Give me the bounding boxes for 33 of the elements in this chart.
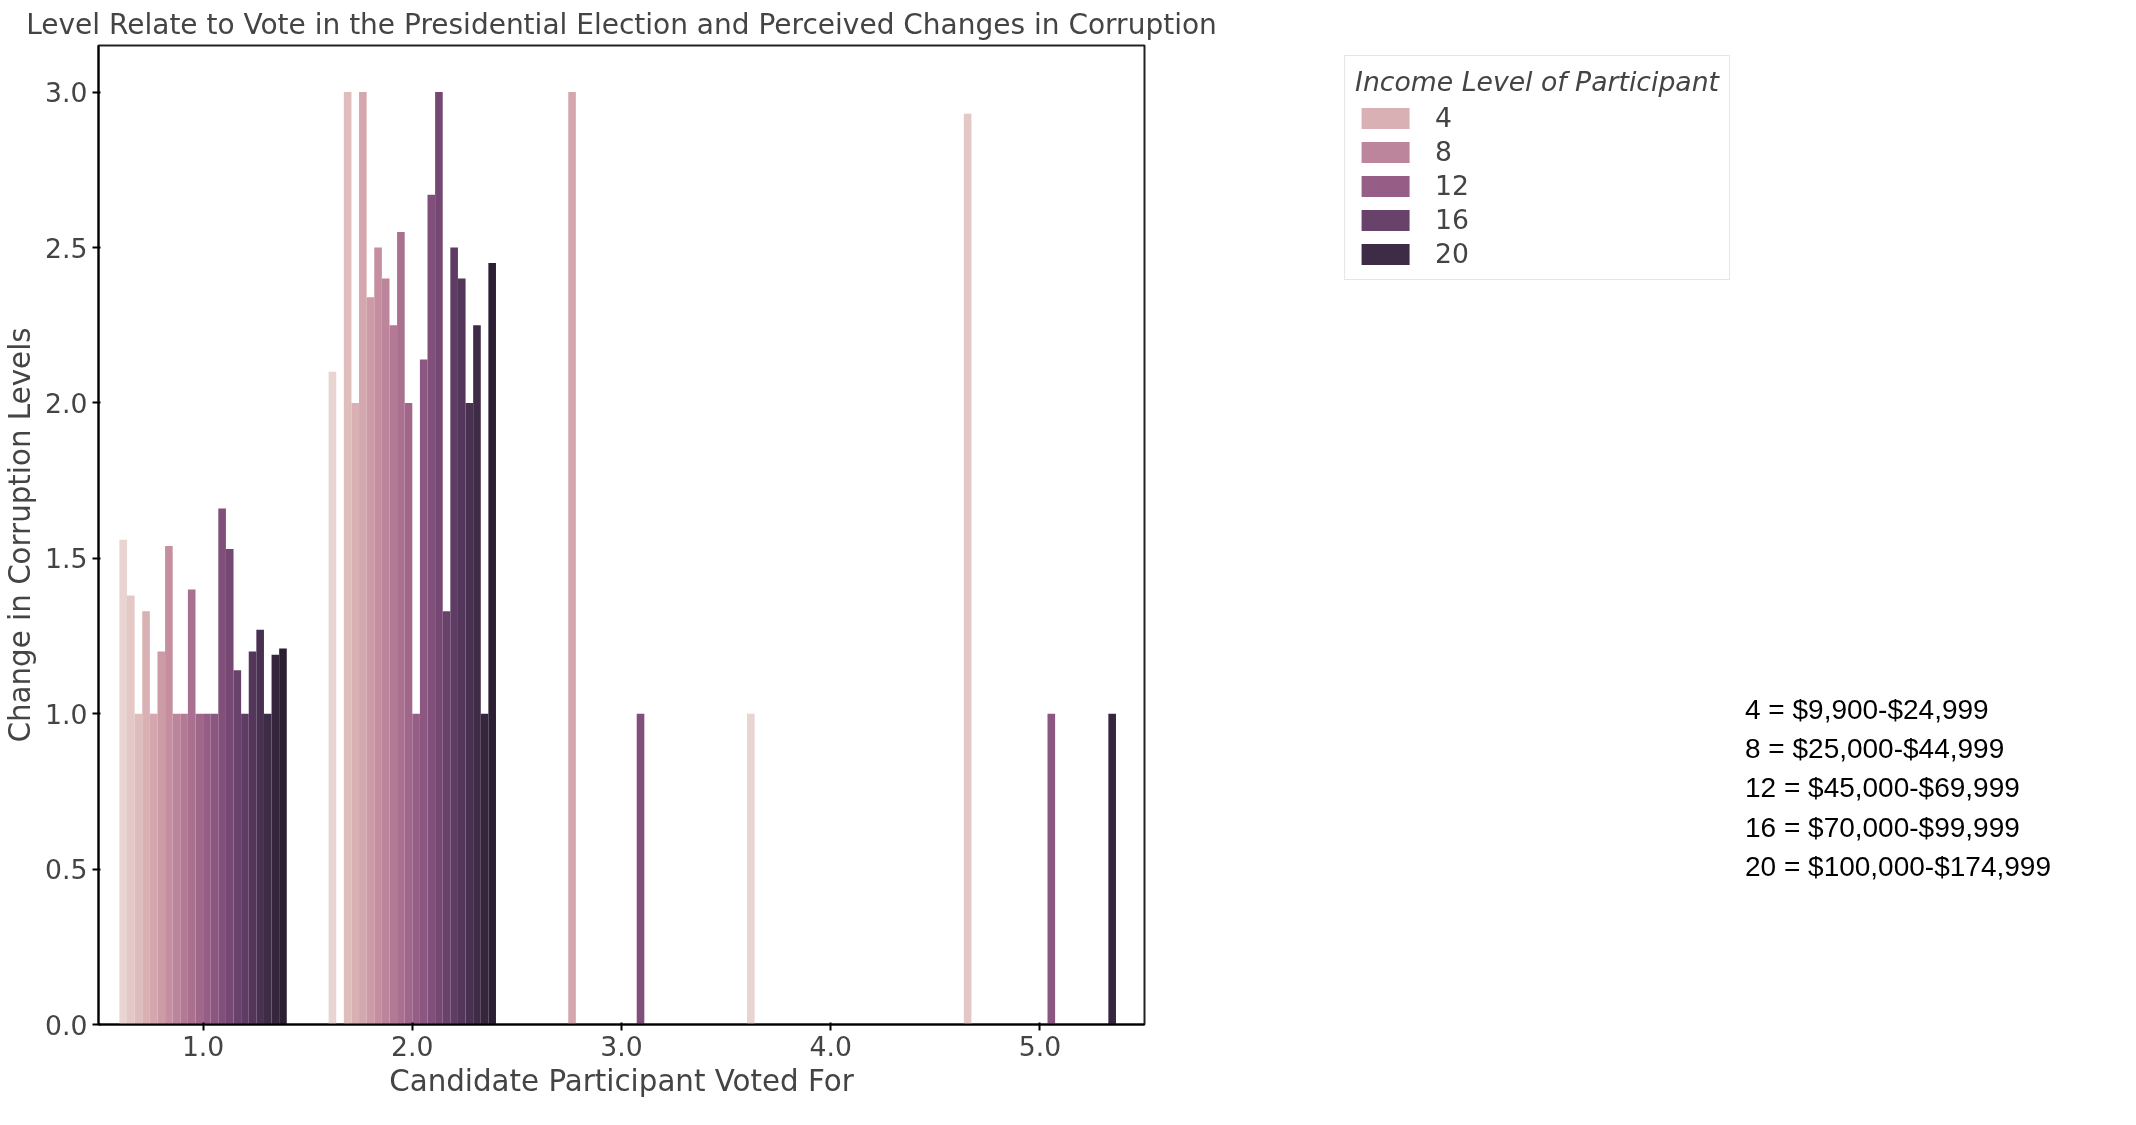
bar bbox=[636, 713, 645, 1025]
bar bbox=[1108, 713, 1116, 1025]
y-tick-label: 0.5 bbox=[45, 854, 88, 886]
x-tick-label: 2.0 bbox=[391, 1030, 434, 1062]
chart-title: Level Relate to Vote in the Presidential Election and Perceived Changes in Corruption bbox=[26, 7, 1217, 41]
x-tick-label: 5.0 bbox=[1018, 1030, 1062, 1062]
legend-label: 20 bbox=[1435, 238, 1469, 269]
x-axis-title: Candidate Participant Voted For bbox=[389, 1063, 855, 1098]
text: 4 = $9,900-$24,999 bbox=[1745, 694, 1989, 725]
text: 12 = $45,000-$69,999 bbox=[1745, 772, 2020, 804]
text: 8 = $25,000-$44,999 bbox=[1745, 733, 2005, 765]
y-axis-title: Change in Corruption Levels bbox=[3, 327, 38, 743]
x-tick-label: 4.0 bbox=[809, 1030, 852, 1062]
legend-label: 12 bbox=[1435, 170, 1469, 201]
y-tick-label: 3.0 bbox=[45, 77, 88, 109]
legend-label: 8 bbox=[1435, 136, 1454, 167]
bar bbox=[568, 92, 576, 1025]
x-tick-label: 3.0 bbox=[600, 1030, 643, 1062]
y-tick-label: 2.0 bbox=[45, 387, 88, 419]
y-tick-label: 2.5 bbox=[45, 232, 88, 264]
bar bbox=[1047, 713, 1056, 1025]
text: 16 = $70,000-$99,999 bbox=[1745, 811, 2020, 843]
y-tick-label: 0.0 bbox=[45, 1009, 88, 1041]
legend-label: 16 bbox=[1435, 204, 1469, 235]
legend-label: 4 bbox=[1435, 102, 1454, 133]
bar bbox=[747, 713, 755, 1025]
y-tick-label: 1.5 bbox=[45, 543, 88, 575]
bar bbox=[328, 371, 337, 1025]
bar bbox=[963, 113, 972, 1025]
y-tick-label: 1.0 bbox=[45, 698, 88, 730]
x-tick-label: 1.0 bbox=[181, 1030, 225, 1062]
text: 20 = $100,000-$174,999 bbox=[1745, 850, 2051, 882]
legend-title: Income Level of Participant bbox=[1355, 66, 1719, 97]
